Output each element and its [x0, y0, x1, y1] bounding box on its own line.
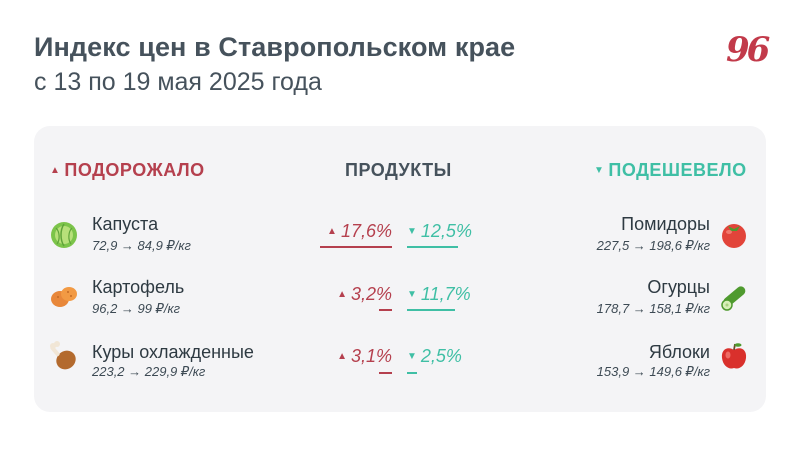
falling-pct-1: ▼ 12,5%	[407, 221, 472, 241]
triangle-up-icon: ▲	[327, 226, 337, 237]
rising-pct-1: ▲ 17,6%	[327, 221, 392, 241]
rising-price-2: 96,2 → 99 ₽/кг	[92, 301, 181, 316]
falling-pct-3: ▼ 2,5%	[407, 346, 462, 366]
apple-icon	[721, 343, 747, 369]
rising-name-3: Куры охлажденные	[92, 342, 254, 362]
rising-price-1: 72,9 → 84,9 ₽/кг	[92, 238, 191, 253]
triangle-down-icon: ▼	[407, 289, 417, 300]
rising-price-3: 223,2 → 229,9 ₽/кг	[92, 364, 206, 379]
triangle-down-icon: ▼	[407, 351, 417, 362]
falling-price-1: 227,5 → 198,6 ₽/кг	[596, 238, 710, 253]
rising-pct-3: ▲ 3,1%	[337, 346, 392, 366]
tomato-icon	[722, 224, 746, 248]
rising-bar-2	[378, 309, 392, 311]
falling-bar-3	[407, 372, 418, 374]
rising-name-1: Капуста	[92, 214, 159, 234]
header-products: ПРОДУКТЫ	[345, 160, 452, 180]
triangle-up-icon: ▲	[337, 289, 347, 300]
triangle-up-icon: ▲	[50, 165, 61, 176]
header-down: ▼ ПОДЕШЕВЕЛО	[594, 160, 747, 180]
triangle-down-icon: ▼	[594, 165, 605, 176]
falling-price-2: 178,7 → 158,1 ₽/кг	[596, 301, 710, 316]
falling-price-3: 153,9 → 149,6 ₽/кг	[596, 364, 710, 379]
chicken-leg-icon	[50, 341, 76, 370]
falling-pct-2: ▼ 11,7%	[407, 284, 471, 304]
rising-bar-1	[320, 246, 392, 248]
cabbage-icon	[51, 222, 77, 248]
header-up: ▲ ПОДОРОЖАЛО	[50, 160, 205, 180]
price-index-card	[34, 126, 766, 412]
rising-bar-3	[379, 372, 392, 374]
triangle-up-icon: ▲	[337, 351, 347, 362]
potato-icon	[51, 287, 77, 307]
page-title: Индекс цен в Ставропольском крае	[34, 32, 516, 62]
logo: 96	[726, 30, 770, 70]
falling-bar-2	[407, 309, 455, 311]
rising-pct-2: ▲ 3,2%	[337, 284, 392, 304]
falling-bar-1	[407, 246, 459, 248]
triangle-down-icon: ▼	[407, 226, 417, 237]
falling-name-3: Яблоки	[648, 342, 710, 362]
rising-name-2: Картофель	[92, 277, 185, 297]
falling-name-2: Огурцы	[647, 277, 710, 297]
cucumber-icon	[721, 286, 746, 311]
falling-name-1: Помидоры	[621, 214, 710, 234]
page-subtitle: с 13 по 19 мая 2025 года	[34, 68, 322, 96]
